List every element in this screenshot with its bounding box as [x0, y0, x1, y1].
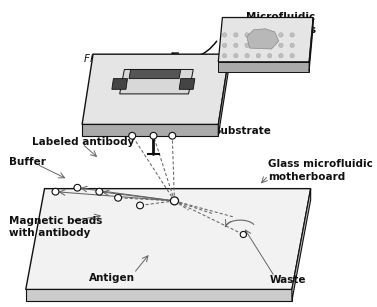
Circle shape [222, 43, 227, 48]
Circle shape [234, 43, 238, 48]
Circle shape [234, 53, 238, 58]
Circle shape [115, 194, 121, 201]
Circle shape [256, 33, 261, 37]
Polygon shape [120, 69, 193, 94]
Circle shape [74, 185, 81, 191]
Text: Microfluidic
components: Microfluidic components [245, 12, 317, 35]
Circle shape [136, 202, 144, 209]
Circle shape [170, 197, 179, 205]
Circle shape [267, 33, 272, 37]
Circle shape [279, 53, 283, 58]
Circle shape [52, 188, 59, 195]
Circle shape [222, 33, 227, 37]
Text: Substrate: Substrate [214, 126, 271, 137]
Polygon shape [309, 17, 313, 72]
Circle shape [279, 43, 283, 48]
Circle shape [129, 132, 136, 139]
Polygon shape [26, 188, 311, 290]
Polygon shape [247, 29, 279, 49]
Circle shape [267, 43, 272, 48]
Polygon shape [82, 54, 229, 124]
Polygon shape [292, 188, 311, 301]
Circle shape [150, 132, 157, 139]
Circle shape [279, 33, 283, 37]
Circle shape [256, 43, 261, 48]
Circle shape [290, 33, 294, 37]
Text: Magnetic beads
with antibody: Magnetic beads with antibody [9, 216, 103, 238]
Polygon shape [179, 79, 195, 89]
Circle shape [267, 53, 272, 58]
Text: Labeled antibody: Labeled antibody [32, 137, 134, 147]
Circle shape [256, 53, 261, 58]
Text: Waste: Waste [270, 275, 307, 285]
Text: Fluid in: Fluid in [84, 54, 121, 64]
Polygon shape [129, 69, 181, 79]
Polygon shape [26, 290, 292, 301]
Circle shape [169, 132, 176, 139]
Circle shape [245, 33, 249, 37]
Text: Buffer: Buffer [9, 157, 46, 167]
Circle shape [290, 53, 294, 58]
Polygon shape [82, 124, 218, 136]
Text: Glass microfluidic
motherboard: Glass microfluidic motherboard [268, 159, 373, 181]
Text: Antigen: Antigen [89, 273, 135, 283]
Circle shape [222, 53, 227, 58]
Text: Fluid out: Fluid out [149, 112, 195, 122]
Circle shape [234, 33, 238, 37]
Polygon shape [218, 17, 313, 62]
Circle shape [290, 43, 294, 48]
Circle shape [96, 188, 103, 195]
Polygon shape [112, 79, 127, 89]
Circle shape [245, 43, 249, 48]
Circle shape [240, 231, 247, 238]
Polygon shape [218, 62, 309, 72]
Polygon shape [218, 54, 229, 136]
Circle shape [245, 53, 249, 58]
